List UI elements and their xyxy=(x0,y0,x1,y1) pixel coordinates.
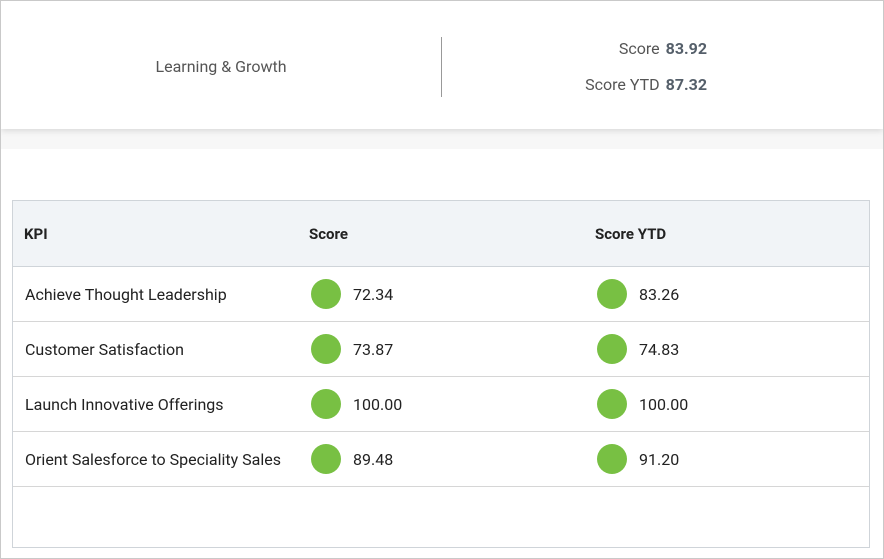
column-header: KPI xyxy=(24,225,48,243)
label: Score YTD xyxy=(585,75,660,94)
score-ytd: 91.20 xyxy=(639,450,680,469)
score-ytd: 74.83 xyxy=(639,340,680,359)
score-ytd: 100.00 xyxy=(639,395,689,414)
score-ytd-summary: Score YTD 87.32 xyxy=(585,75,707,94)
status-indicator xyxy=(311,444,341,474)
table-header: KPI Score Score YTD xyxy=(13,201,869,267)
score: 73.87 xyxy=(353,340,394,359)
status-indicator xyxy=(311,279,341,309)
status-indicator xyxy=(311,389,341,419)
value: 83.92 xyxy=(665,39,707,58)
status-indicator xyxy=(597,334,627,364)
header-title: Learning & Growth xyxy=(155,57,287,76)
kpi-name: Launch Innovative Offerings xyxy=(25,395,224,414)
column-header: Score xyxy=(309,225,348,243)
table-row: Achieve Thought Leadership 72.34 83.26 xyxy=(13,267,869,322)
kpi-name: Customer Satisfaction xyxy=(25,340,184,359)
table-row: Orient Salesforce to Speciality Sales 89.… xyxy=(13,432,869,487)
score: 72.34 xyxy=(353,285,394,304)
table-row: Launch Innovative Offerings 100.00 100.00 xyxy=(13,377,869,432)
status-indicator xyxy=(311,334,341,364)
divider xyxy=(441,37,442,97)
status-indicator xyxy=(597,279,627,309)
column-header: Score YTD xyxy=(595,225,667,243)
kpi-table: KPI Score Score YTD Achieve Thought Lead… xyxy=(12,200,870,548)
score: 89.48 xyxy=(353,450,394,469)
score-ytd: 83.26 xyxy=(639,285,680,304)
status-indicator xyxy=(597,444,627,474)
header-card: Learning & Growth Score 83.92 Score YTD 87… xyxy=(1,1,883,129)
table-row: Customer Satisfaction 73.87 74.83 xyxy=(13,322,869,377)
status-indicator xyxy=(597,389,627,419)
score: 100.00 xyxy=(353,395,403,414)
score-summary: Score 83.92 xyxy=(619,39,707,58)
label: Score xyxy=(618,39,660,58)
value: 87.32 xyxy=(665,75,707,94)
kpi-name: Achieve Thought Leadership xyxy=(25,285,227,304)
separator-band xyxy=(1,129,883,149)
kpi-name: Orient Salesforce to Speciality Sales xyxy=(25,450,281,469)
